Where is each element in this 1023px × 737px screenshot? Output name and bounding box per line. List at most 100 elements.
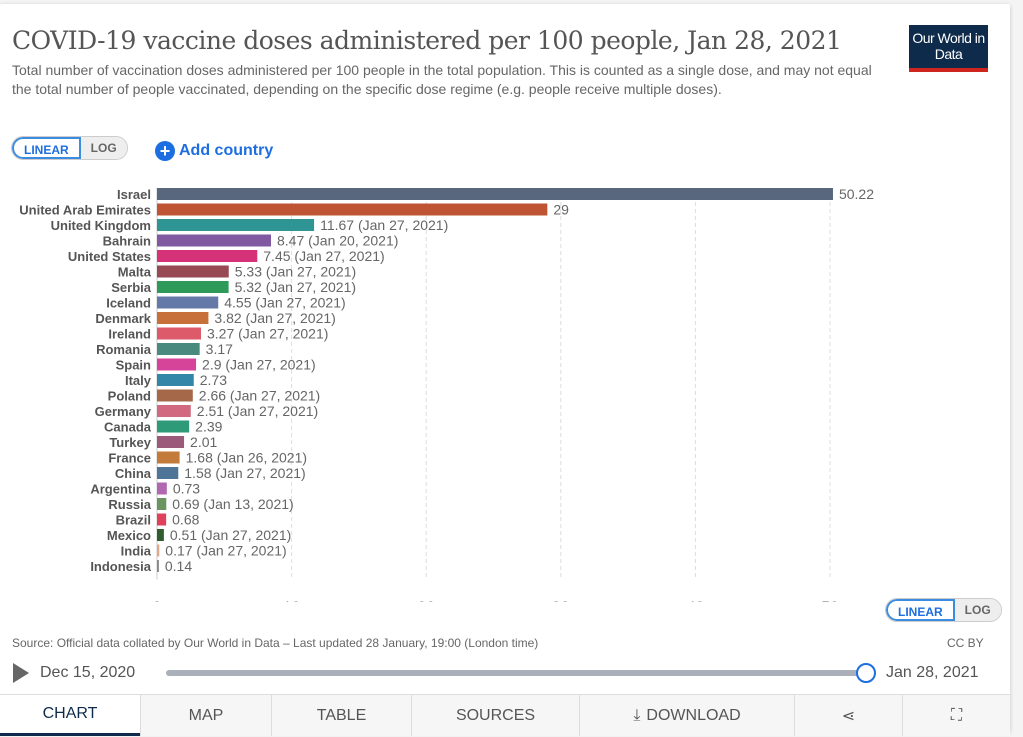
value-label: 3.27 (Jan 27, 2021) (207, 326, 328, 342)
value-label: 5.33 (Jan 27, 2021) (235, 264, 356, 280)
value-label: 7.45 (Jan 27, 2021) (263, 248, 384, 264)
country-label: Germany (95, 404, 152, 419)
bar (157, 560, 159, 572)
value-label: 3.82 (Jan 27, 2021) (214, 310, 335, 326)
plus-icon: + (155, 141, 175, 161)
bar (157, 420, 190, 433)
value-label: 0.14 (165, 558, 192, 574)
tab-download[interactable]: ⤓ DOWNLOAD (579, 695, 794, 736)
bar (157, 343, 200, 355)
download-icon: ⤓ (633, 706, 641, 724)
tab-sources[interactable]: SOURCES (411, 695, 579, 736)
value-label: 0.51 (Jan 27, 2021) (170, 527, 291, 543)
fullscreen-icon: ⛶ (950, 706, 963, 724)
value-label: 1.58 (Jan 27, 2021) (184, 465, 305, 481)
country-label: Denmark (95, 311, 151, 326)
value-label: 8.47 (Jan 20, 2021) (277, 233, 398, 249)
log-button[interactable]: LOG (80, 137, 127, 159)
license-link[interactable]: CC BY (947, 636, 984, 650)
tab-chart[interactable]: CHART (0, 695, 140, 736)
add-country-button[interactable]: + Add country (155, 141, 273, 161)
value-label: 11.67 (Jan 27, 2021) (320, 217, 448, 233)
bar (157, 451, 180, 464)
bar (157, 467, 179, 479)
bar (157, 234, 272, 247)
country-label: France (108, 451, 151, 466)
chart-title: COVID-19 vaccine doses administered per … (12, 26, 842, 55)
country-label: Turkey (109, 435, 151, 450)
x-tick-label: 0 (153, 600, 162, 603)
value-label: 2.01 (190, 434, 217, 450)
bar (157, 203, 548, 216)
value-label: 2.9 (Jan 27, 2021) (202, 357, 316, 373)
timeline-handle[interactable] (856, 663, 876, 683)
bar (157, 498, 167, 510)
country-label: Argentina (90, 482, 151, 497)
value-label: 0.73 (173, 481, 200, 497)
x-tick-label: 50 (821, 600, 839, 603)
value-label: 2.73 (200, 372, 227, 388)
fullscreen-button[interactable]: ⛶ (902, 695, 1010, 736)
bar (157, 219, 315, 231)
value-label: 4.55 (Jan 27, 2021) (224, 295, 345, 311)
timeline-slider[interactable] (166, 670, 866, 676)
country-label: United Kingdom (51, 218, 151, 233)
bar (157, 389, 193, 402)
country-label: Israel (117, 187, 151, 202)
bar (157, 529, 164, 541)
bar (157, 281, 229, 293)
value-label: 0.68 (172, 512, 199, 528)
value-label: 5.32 (Jan 27, 2021) (235, 279, 356, 295)
share-icon: ⋖ (841, 707, 856, 725)
source-note: Source: Official data collated by Our Wo… (12, 636, 539, 650)
x-tick-label: 20 (417, 600, 435, 603)
value-label: 2.51 (Jan 27, 2021) (197, 403, 318, 419)
tab-map[interactable]: MAP (140, 695, 271, 736)
bar (157, 358, 197, 371)
country-label: Mexico (107, 528, 151, 543)
bar (157, 405, 191, 417)
tab-table[interactable]: TABLE (271, 695, 411, 736)
x-tick-label: 30 (552, 600, 570, 603)
country-label: Spain (116, 358, 151, 373)
value-label: 0.69 (Jan 13, 2021) (172, 496, 293, 512)
country-label: Iceland (106, 296, 151, 311)
country-label: Ireland (108, 327, 151, 342)
bar (157, 188, 833, 200)
log-button-bottom[interactable]: LOG (954, 599, 1001, 621)
country-label: Serbia (111, 280, 152, 295)
scale-toggle-bottom[interactable]: LINEAR LOG (885, 598, 1002, 622)
bar (157, 296, 219, 309)
country-label: Poland (108, 389, 151, 404)
country-label: Bahrain (103, 234, 151, 249)
linear-button[interactable]: LINEAR (12, 137, 81, 159)
value-label: 1.68 (Jan 26, 2021) (186, 450, 307, 466)
share-button[interactable]: ⋖ (794, 695, 902, 736)
country-label: Italy (125, 373, 152, 388)
value-label: 3.17 (206, 341, 233, 357)
bar (157, 513, 167, 526)
bar (157, 250, 258, 262)
bar (157, 327, 202, 340)
timeline-start-date: Dec 15, 2020 (40, 664, 136, 681)
country-label: United Arab Emirates (19, 203, 151, 218)
linear-button-bottom[interactable]: LINEAR (886, 599, 955, 621)
country-label: Indonesia (90, 559, 151, 574)
bar-chart: 0 10 20 30 40 50 Israel 50.22 United Arab Emirat… (19, 186, 874, 603)
value-label: 29 (553, 202, 569, 218)
scale-toggle-top[interactable]: LINEAR LOG (11, 136, 128, 160)
value-label: 2.39 (195, 419, 222, 435)
country-label: India (121, 544, 152, 559)
value-label: 0.17 (Jan 27, 2021) (165, 543, 286, 559)
x-tick-label: 10 (283, 600, 301, 603)
bar (157, 482, 167, 495)
country-label: Brazil (116, 513, 151, 528)
bar (157, 374, 194, 386)
bar (157, 265, 229, 278)
owid-logo[interactable]: Our World in Data (909, 25, 988, 72)
timeline-end-date: Jan 28, 2021 (886, 664, 979, 681)
chart-card: COVID-19 vaccine doses administered per … (0, 4, 1010, 736)
play-icon[interactable] (13, 663, 29, 683)
value-label: 2.66 (Jan 27, 2021) (199, 388, 320, 404)
chart-subtitle: Total number of vaccination doses admini… (12, 62, 872, 97)
